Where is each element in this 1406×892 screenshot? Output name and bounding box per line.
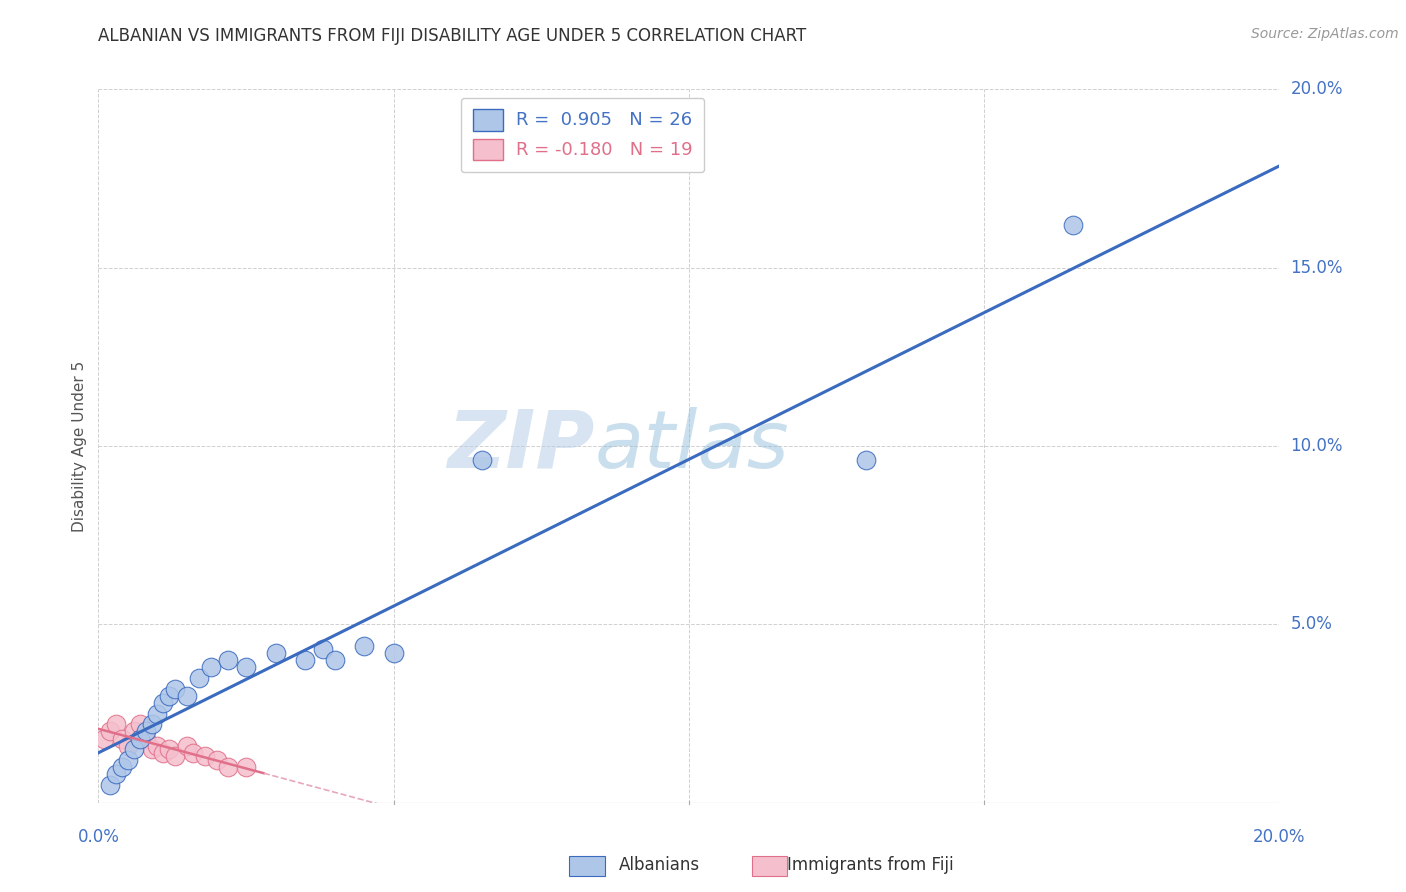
Point: [382, 646, 405, 660]
Point: [146, 739, 169, 753]
Point: [165, 749, 187, 764]
Point: [98, 778, 121, 792]
Point: [117, 753, 139, 767]
Point: [111, 731, 134, 746]
Point: [217, 760, 239, 774]
Point: [264, 646, 287, 660]
Point: [105, 767, 128, 781]
Point: [111, 760, 134, 774]
Point: [312, 642, 335, 657]
Point: [152, 696, 174, 710]
Point: [152, 746, 174, 760]
Point: [157, 689, 180, 703]
Y-axis label: Disability Age Under 5: Disability Age Under 5: [72, 360, 87, 532]
Point: [128, 731, 150, 746]
Text: 5.0%: 5.0%: [1291, 615, 1333, 633]
Point: [200, 660, 222, 674]
Text: 0.0%: 0.0%: [77, 828, 120, 846]
Point: [323, 653, 346, 667]
Point: [176, 689, 198, 703]
Point: [165, 681, 187, 696]
Point: [157, 742, 180, 756]
Text: Immigrants from Fiji: Immigrants from Fiji: [787, 856, 955, 874]
Point: [122, 742, 145, 756]
Point: [146, 706, 169, 721]
Text: atlas: atlas: [595, 407, 789, 485]
Point: [235, 760, 257, 774]
Point: [141, 742, 163, 756]
Point: [187, 671, 209, 685]
Text: Source: ZipAtlas.com: Source: ZipAtlas.com: [1251, 27, 1399, 41]
Text: 20.0%: 20.0%: [1291, 80, 1343, 98]
Point: [105, 717, 128, 731]
Point: [294, 653, 316, 667]
Point: [98, 724, 121, 739]
Point: [135, 731, 157, 746]
Point: [217, 653, 239, 667]
Text: ALBANIAN VS IMMIGRANTS FROM FIJI DISABILITY AGE UNDER 5 CORRELATION CHART: ALBANIAN VS IMMIGRANTS FROM FIJI DISABIL…: [98, 27, 807, 45]
Point: [855, 453, 877, 467]
Text: Albanians: Albanians: [619, 856, 700, 874]
Point: [128, 717, 150, 731]
Point: [181, 746, 204, 760]
Text: 20.0%: 20.0%: [1253, 828, 1306, 846]
Point: [235, 660, 257, 674]
Point: [122, 724, 145, 739]
Text: ZIP: ZIP: [447, 407, 595, 485]
Point: [205, 753, 228, 767]
Legend: R =  0.905   N = 26, R = -0.180   N = 19: R = 0.905 N = 26, R = -0.180 N = 19: [461, 97, 704, 172]
Text: 10.0%: 10.0%: [1291, 437, 1343, 455]
Point: [117, 739, 139, 753]
Point: [93, 731, 115, 746]
Point: [353, 639, 375, 653]
Point: [141, 717, 163, 731]
Point: [135, 724, 157, 739]
Point: [1062, 218, 1084, 232]
Point: [176, 739, 198, 753]
Text: 15.0%: 15.0%: [1291, 259, 1343, 277]
Point: [471, 453, 494, 467]
Point: [194, 749, 217, 764]
